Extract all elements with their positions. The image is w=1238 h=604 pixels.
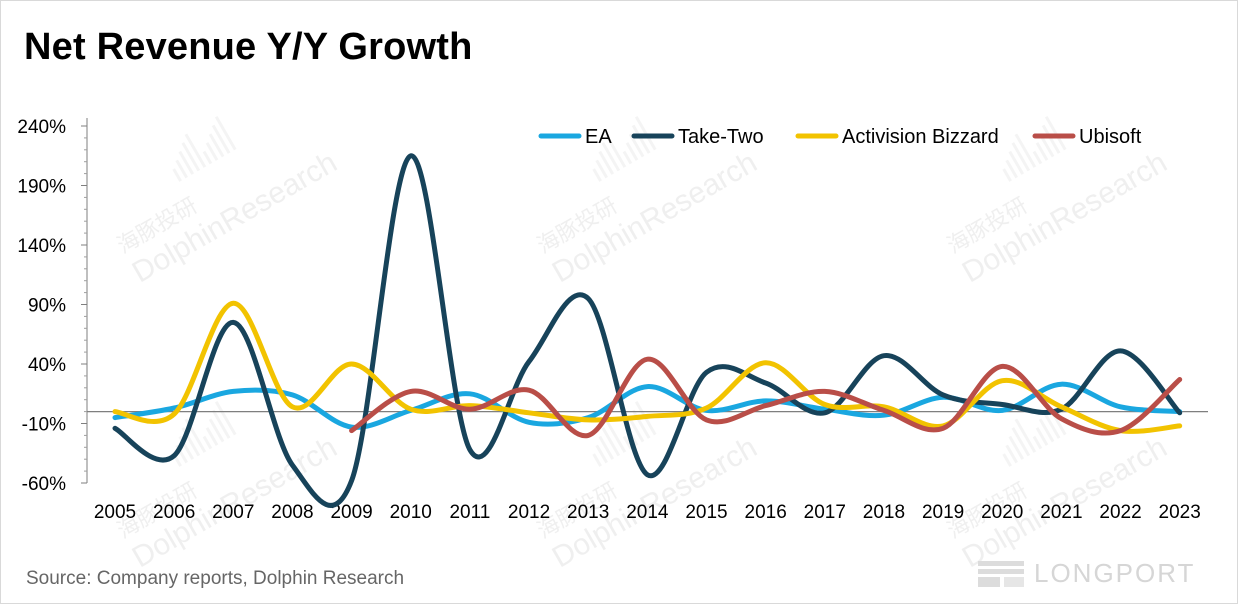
legend-label-ea: EA bbox=[585, 126, 612, 148]
y-tick-label: 40% bbox=[28, 355, 66, 376]
watermark-bar bbox=[214, 400, 237, 436]
watermark-bar bbox=[625, 142, 639, 161]
x-tick-label: 2022 bbox=[1099, 502, 1141, 523]
legend-label-activision-bizzard: Activision Bizzard bbox=[842, 126, 999, 148]
watermark-bar bbox=[1011, 427, 1031, 457]
watermark-bar bbox=[1014, 418, 1037, 453]
y-tick-label: -60% bbox=[22, 474, 66, 495]
watermark-bar bbox=[1008, 435, 1025, 460]
x-tick-label: 2017 bbox=[804, 502, 846, 523]
watermark-bar bbox=[1002, 453, 1012, 467]
watermark-bar bbox=[1041, 409, 1061, 439]
series-line-ubisoft bbox=[349, 356, 1183, 439]
watermark-bar bbox=[1044, 115, 1067, 151]
x-tick-label: 2019 bbox=[922, 502, 964, 523]
x-tick-label: 2013 bbox=[567, 502, 609, 523]
watermark-bar bbox=[202, 150, 213, 165]
legend-label-take-two: Take-Two bbox=[678, 126, 764, 148]
watermark-bar bbox=[595, 159, 608, 179]
watermark-bar bbox=[631, 124, 651, 154]
watermark-bar bbox=[598, 435, 615, 460]
brand-name: LONGPORT bbox=[1034, 558, 1196, 588]
chart-title: Net Revenue Y/Y Growth bbox=[24, 26, 473, 68]
longport-logo-icon bbox=[978, 560, 1024, 587]
x-tick-label: 2012 bbox=[508, 502, 550, 523]
watermark-bar bbox=[622, 150, 633, 165]
watermark-bar bbox=[628, 418, 645, 443]
watermark-bar bbox=[601, 427, 621, 457]
watermark-bar bbox=[1041, 124, 1061, 154]
x-tick-label: 2011 bbox=[449, 502, 490, 523]
x-tick-label: 2006 bbox=[153, 502, 195, 523]
watermark-bar bbox=[1038, 133, 1055, 158]
x-tick-label: 2018 bbox=[863, 502, 905, 523]
axis-layer: -60% -10% 40% 90% 140% 190% 240% 2005 2006 2007 20… bbox=[17, 117, 1208, 523]
watermark-bar bbox=[1035, 142, 1049, 161]
x-tick-label: 2020 bbox=[981, 502, 1023, 523]
watermark-bar bbox=[598, 150, 615, 175]
brand-watermark: LONGPORT bbox=[978, 558, 1195, 589]
watermark-bar bbox=[211, 124, 231, 154]
watermark-bar bbox=[595, 444, 608, 464]
x-tick-label: 2015 bbox=[685, 502, 727, 523]
y-tick-label: 240% bbox=[17, 117, 66, 138]
series-line-activision-bizzard bbox=[112, 300, 1183, 434]
legend-label-ubisoft: Ubisoft bbox=[1079, 126, 1142, 148]
series-line-take-two bbox=[112, 153, 1183, 508]
x-tick-label: 2016 bbox=[745, 502, 787, 523]
watermark-bar bbox=[1035, 427, 1049, 446]
series-line-ea bbox=[112, 381, 1183, 430]
series-layer bbox=[112, 153, 1183, 508]
watermark-bar bbox=[181, 142, 201, 172]
watermark-bar bbox=[634, 115, 657, 151]
x-tick-label: 2009 bbox=[330, 502, 372, 523]
x-tick-label: 2005 bbox=[94, 502, 136, 523]
watermark-bar bbox=[604, 418, 627, 453]
watermark-bar bbox=[208, 133, 225, 158]
x-tick-label: 2014 bbox=[626, 502, 669, 523]
watermark-bar bbox=[622, 435, 633, 450]
x-tick-label: 2010 bbox=[390, 502, 432, 523]
watermark-bar bbox=[1005, 159, 1018, 179]
y-tick-label: 90% bbox=[28, 296, 66, 317]
watermark-bar bbox=[1038, 418, 1055, 443]
x-tick-label: 2007 bbox=[212, 502, 254, 523]
watermark-bar bbox=[211, 409, 231, 439]
y-tick-label: 190% bbox=[17, 177, 66, 198]
watermark-bar bbox=[178, 150, 195, 175]
watermark-bar bbox=[604, 133, 627, 168]
watermark-bar bbox=[601, 142, 621, 172]
watermark-bar bbox=[214, 115, 237, 151]
watermark-bar bbox=[175, 159, 188, 179]
watermark-bar bbox=[208, 418, 225, 443]
watermark-bar bbox=[1008, 150, 1025, 175]
watermark-bar bbox=[205, 142, 219, 161]
watermark-bar bbox=[202, 435, 213, 450]
watermark-bar bbox=[184, 133, 207, 168]
y-tick-label: 140% bbox=[17, 236, 66, 257]
x-tick-label: 2023 bbox=[1159, 502, 1201, 523]
legend: EA Take-Two Activision Bizzard Ubisoft bbox=[538, 126, 1142, 148]
watermark-bar bbox=[1032, 150, 1043, 165]
watermark-bar bbox=[1011, 142, 1031, 172]
source-note: Source: Company reports, Dolphin Researc… bbox=[26, 568, 405, 589]
watermark-bar bbox=[592, 453, 602, 467]
watermark-bar bbox=[592, 168, 602, 182]
watermark-bar bbox=[172, 168, 182, 182]
watermark-bar bbox=[1005, 444, 1018, 464]
watermark-bar bbox=[1014, 133, 1037, 168]
watermark-bar bbox=[628, 133, 645, 158]
watermark-bar bbox=[205, 427, 219, 446]
watermark-bar bbox=[1032, 435, 1043, 450]
x-tick-label: 2008 bbox=[271, 502, 313, 523]
y-tick-label: -10% bbox=[22, 415, 66, 436]
watermark-bar bbox=[1002, 168, 1012, 182]
x-tick-label: 2021 bbox=[1040, 502, 1082, 523]
